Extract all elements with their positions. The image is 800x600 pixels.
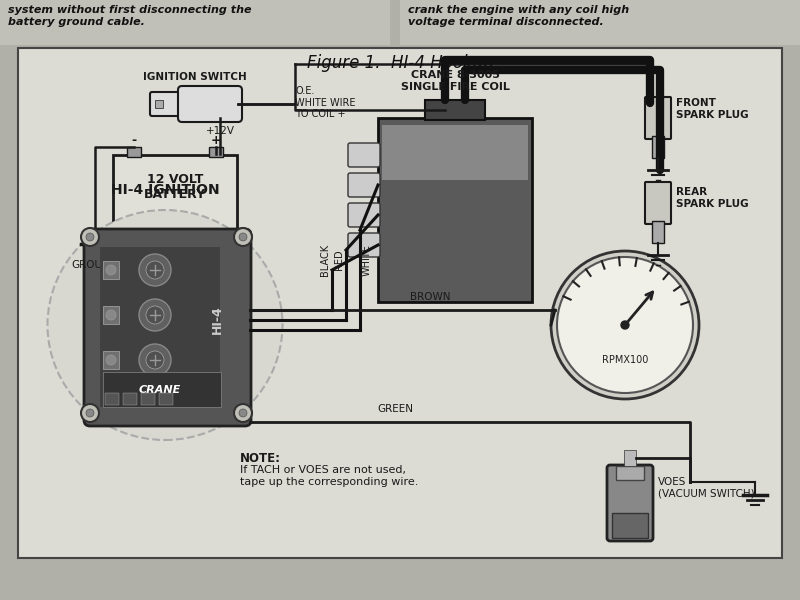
- Circle shape: [81, 404, 99, 422]
- Circle shape: [234, 228, 252, 246]
- Bar: [103, 261, 119, 279]
- Bar: [123, 393, 137, 405]
- FancyBboxPatch shape: [607, 465, 653, 541]
- Text: HI-4 IGNITION: HI-4 IGNITION: [110, 183, 219, 197]
- Bar: [141, 393, 155, 405]
- Text: RPMX100: RPMX100: [602, 355, 648, 365]
- FancyBboxPatch shape: [150, 92, 184, 116]
- Text: REAR
SPARK PLUG: REAR SPARK PLUG: [676, 187, 749, 209]
- FancyBboxPatch shape: [348, 203, 380, 227]
- Circle shape: [139, 299, 171, 331]
- Bar: [159, 393, 173, 405]
- Text: FRONT
SPARK PLUG: FRONT SPARK PLUG: [676, 98, 749, 119]
- Bar: [382, 125, 528, 180]
- Text: +: +: [210, 134, 222, 147]
- Bar: [652, 136, 664, 158]
- Circle shape: [106, 310, 116, 320]
- FancyBboxPatch shape: [348, 233, 380, 257]
- Circle shape: [239, 409, 247, 417]
- Circle shape: [557, 257, 693, 393]
- Text: HI-4: HI-4: [210, 305, 223, 334]
- Circle shape: [146, 261, 164, 279]
- Text: VOES
(VACUUM SWITCH): VOES (VACUUM SWITCH): [658, 477, 754, 499]
- FancyBboxPatch shape: [348, 173, 380, 197]
- Text: GREEN: GREEN: [377, 404, 413, 414]
- Text: -: -: [131, 134, 137, 147]
- Text: IGNITION SWITCH: IGNITION SWITCH: [143, 72, 247, 82]
- Bar: [100, 247, 220, 407]
- Text: crank the engine with any coil high
voltage terminal disconnected.: crank the engine with any coil high volt…: [408, 5, 629, 26]
- Bar: [624, 450, 636, 466]
- Text: CRANE: CRANE: [139, 385, 181, 395]
- Bar: [612, 513, 648, 538]
- FancyBboxPatch shape: [84, 229, 251, 426]
- Text: O.E.
WHITE WIRE
TO COIL +: O.E. WHITE WIRE TO COIL +: [295, 86, 355, 119]
- Text: RED: RED: [334, 250, 344, 271]
- Text: system without first disconnecting the
battery ground cable.: system without first disconnecting the b…: [8, 5, 251, 26]
- Bar: [209, 147, 223, 157]
- FancyBboxPatch shape: [378, 118, 532, 302]
- Text: BLACK: BLACK: [320, 244, 330, 276]
- Circle shape: [146, 306, 164, 324]
- Circle shape: [621, 321, 629, 329]
- Text: CRANE 8-3005
SINGLE FIRE COIL: CRANE 8-3005 SINGLE FIRE COIL: [401, 70, 510, 92]
- Text: Figure 1.  HI-4 Hookup: Figure 1. HI-4 Hookup: [306, 54, 494, 72]
- Circle shape: [106, 265, 116, 275]
- Text: +12V: +12V: [206, 126, 234, 136]
- Text: BROWN: BROWN: [410, 292, 450, 302]
- Circle shape: [146, 351, 164, 369]
- FancyBboxPatch shape: [348, 143, 380, 167]
- FancyBboxPatch shape: [645, 182, 671, 224]
- Text: If TACH or VOES are not used,
tape up the corresponding wire.: If TACH or VOES are not used, tape up th…: [240, 465, 418, 487]
- Ellipse shape: [47, 210, 282, 440]
- Circle shape: [551, 251, 699, 399]
- Text: 12 VOLT
BATTERY: 12 VOLT BATTERY: [144, 173, 206, 201]
- FancyBboxPatch shape: [0, 0, 390, 45]
- Bar: [616, 466, 644, 480]
- Circle shape: [139, 344, 171, 376]
- FancyBboxPatch shape: [18, 48, 782, 558]
- Circle shape: [106, 355, 116, 365]
- Circle shape: [139, 254, 171, 286]
- Text: GROUND: GROUND: [72, 260, 118, 270]
- Bar: [103, 351, 119, 369]
- Bar: [103, 372, 221, 407]
- FancyBboxPatch shape: [178, 86, 242, 122]
- Bar: [105, 393, 119, 405]
- Bar: [155, 100, 163, 108]
- Circle shape: [239, 233, 247, 241]
- Circle shape: [86, 233, 94, 241]
- Bar: [425, 100, 485, 120]
- FancyBboxPatch shape: [113, 155, 237, 229]
- Circle shape: [234, 404, 252, 422]
- FancyBboxPatch shape: [645, 97, 671, 139]
- Text: NOTE:: NOTE:: [240, 452, 281, 465]
- Bar: [652, 221, 664, 243]
- Bar: [103, 306, 119, 324]
- Bar: [127, 147, 141, 157]
- Circle shape: [86, 409, 94, 417]
- Circle shape: [81, 228, 99, 246]
- FancyBboxPatch shape: [400, 0, 800, 45]
- Text: WHITE: WHITE: [362, 244, 372, 276]
